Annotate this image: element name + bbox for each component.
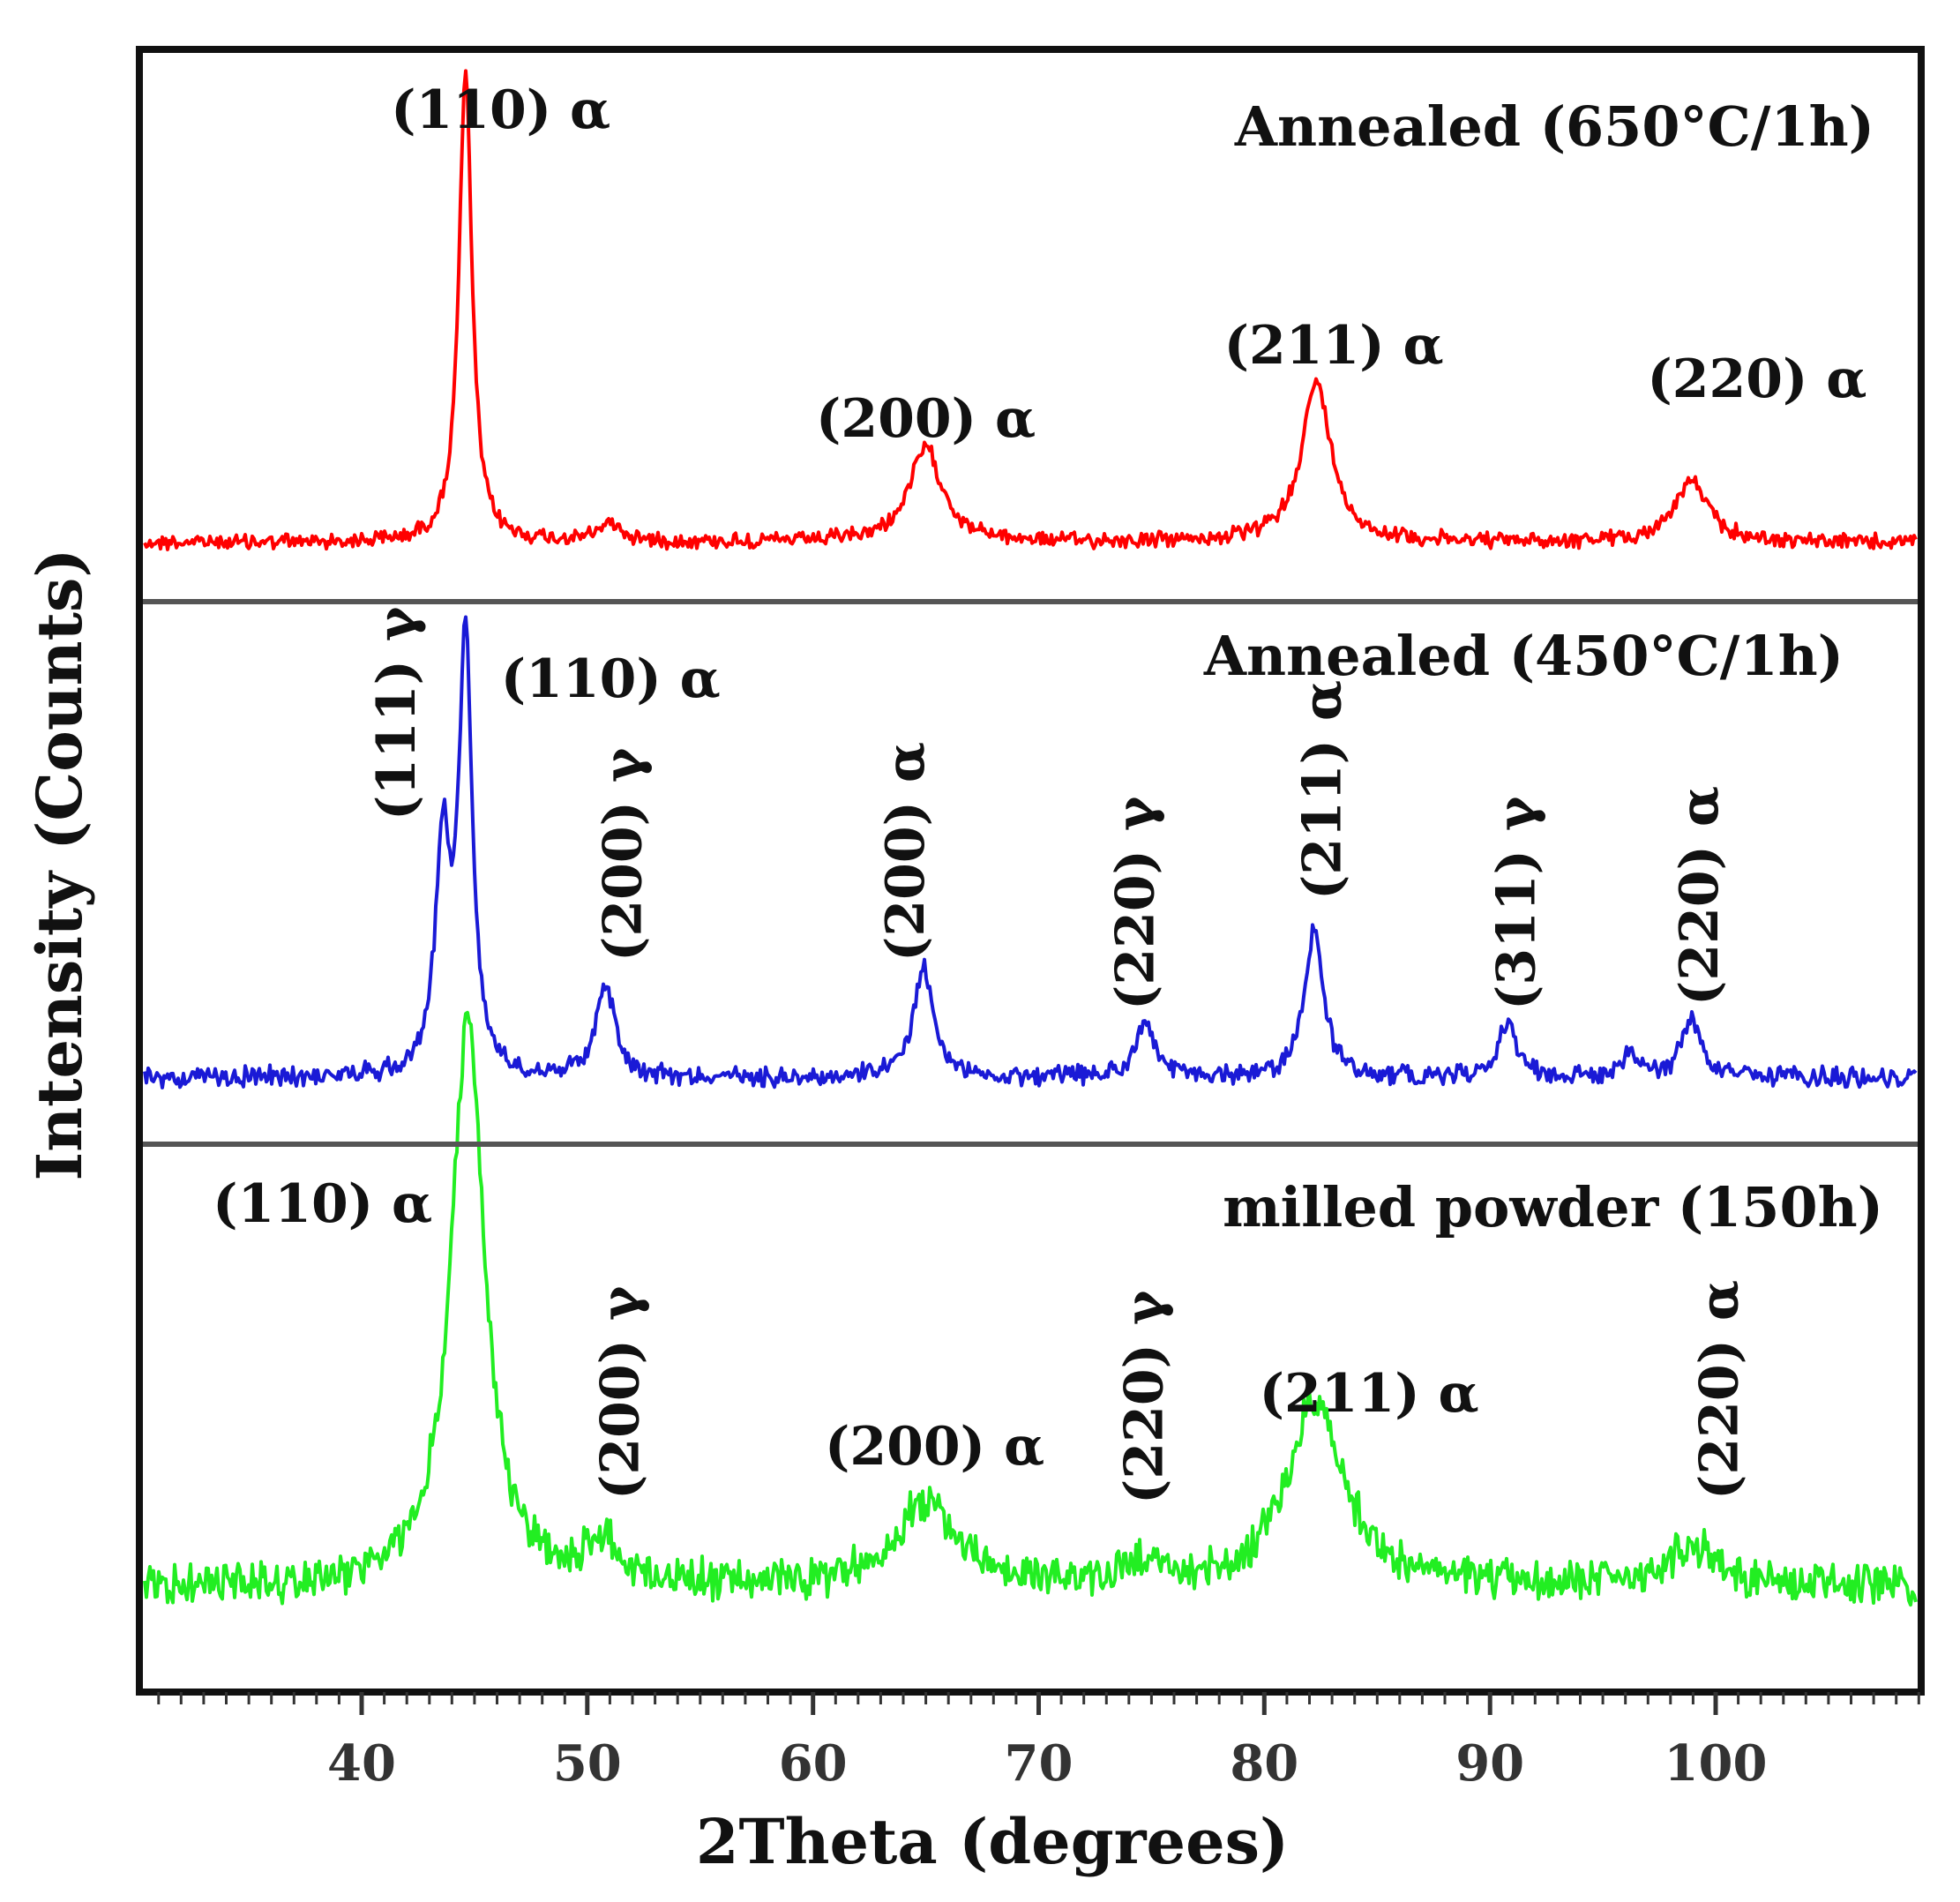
- peak-label: (220) γ: [1114, 1290, 1176, 1504]
- peak-labels: (110) α (200) α (211) α (220) α (111) γ (110)…: [213, 79, 1866, 1504]
- series-line-bottom: [143, 1010, 1918, 1607]
- peak-label: (111) γ: [366, 606, 428, 820]
- peak-label: (211) α: [1224, 315, 1444, 377]
- x-axis-tick-labels: 40 50 60 70 80 90 100: [327, 1734, 1767, 1793]
- series-title-top: Annealed (650°C/1h): [1234, 94, 1874, 159]
- peak-label: (110) α: [213, 1173, 432, 1235]
- series-line-top: [143, 69, 1918, 551]
- x-tick-label: 40: [327, 1734, 396, 1793]
- panel-titles: Annealed (650°C/1h) Annealed (450°C/1h) mi…: [1203, 94, 1883, 1239]
- plot-frame: [136, 46, 1925, 1696]
- series-title-middle: Annealed (450°C/1h): [1203, 624, 1844, 688]
- x-tick-label: 60: [779, 1734, 848, 1793]
- x-axis-ticks: [157, 1692, 1920, 1715]
- series-title-bottom: milled powder (150h): [1223, 1175, 1883, 1239]
- x-tick-label: 50: [553, 1734, 622, 1793]
- peak-label: (220) α: [1647, 348, 1866, 410]
- y-axis-title: Intensity (Counts): [23, 549, 96, 1181]
- peak-label: (200) α: [816, 388, 1036, 450]
- peak-label: (311) γ: [1486, 796, 1548, 1010]
- x-axis-title: 2Theta (degrees): [696, 1805, 1289, 1878]
- peak-label: (211) α: [1292, 680, 1354, 900]
- peak-label: (110) α: [501, 648, 721, 710]
- diffraction-traces: [143, 69, 1918, 1607]
- peak-label: (200) γ: [590, 1285, 652, 1500]
- series-line-middle: [143, 615, 1918, 1090]
- plot-clip-group: [143, 69, 1918, 1607]
- peak-label: (220) γ: [1105, 796, 1167, 1010]
- peak-label: (220) α: [1688, 1280, 1750, 1500]
- x-tick-label: 80: [1230, 1734, 1298, 1793]
- x-tick-label: 100: [1665, 1734, 1768, 1793]
- peak-label: (200) α: [825, 1416, 1044, 1478]
- peak-label: (220) α: [1669, 786, 1731, 1006]
- peak-label: (200) α: [875, 742, 937, 962]
- peak-label: (211) α: [1260, 1363, 1479, 1425]
- peak-label: (200) γ: [592, 747, 654, 962]
- x-tick-label: 70: [1005, 1734, 1074, 1793]
- x-tick-label: 90: [1455, 1734, 1524, 1793]
- peak-label: (110) α: [391, 79, 610, 141]
